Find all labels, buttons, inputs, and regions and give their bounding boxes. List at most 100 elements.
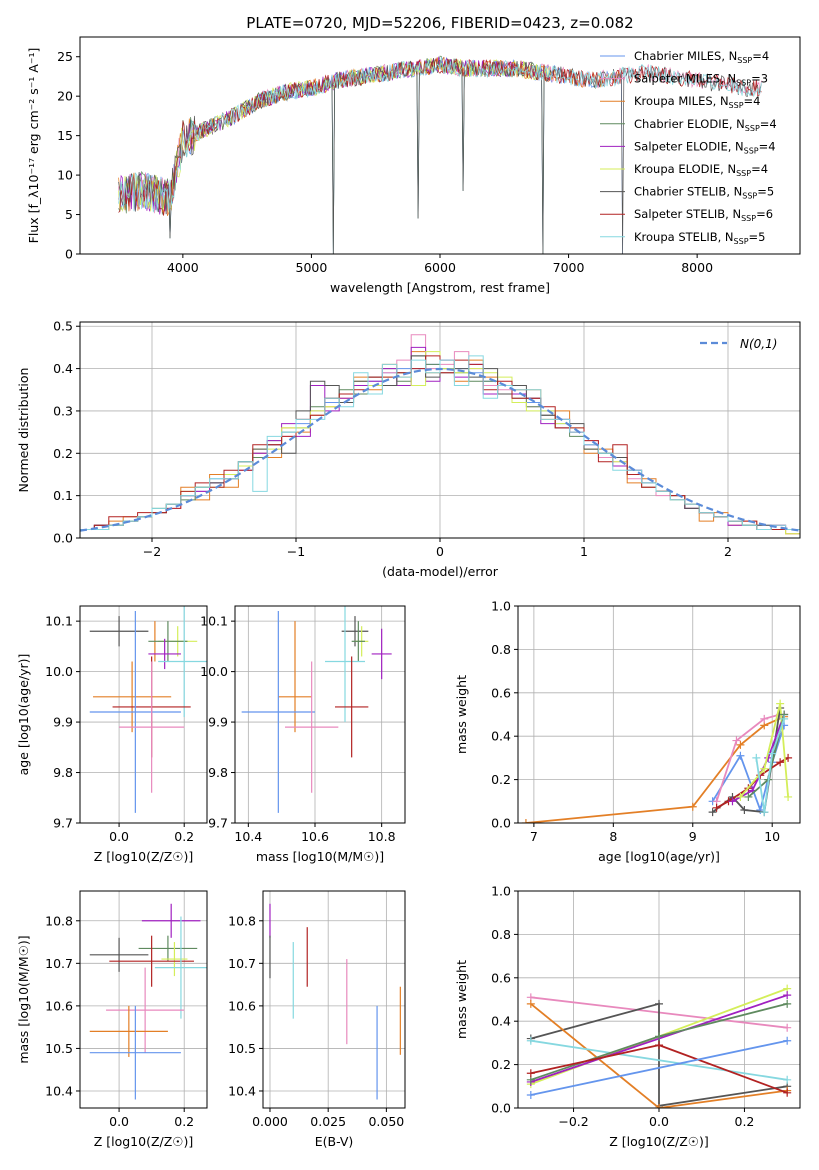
x-tick-label: −2 bbox=[143, 544, 161, 559]
weight-series-line bbox=[755, 718, 785, 813]
weight-marker bbox=[732, 736, 741, 745]
legend-entry: Chabrier MILES, NSSP=4 bbox=[634, 49, 769, 65]
y-tick-label: 10.0 bbox=[45, 664, 73, 679]
y-tick-label: 0.6 bbox=[491, 970, 511, 985]
x-axis-label: wavelength [Angstrom, rest frame] bbox=[330, 280, 550, 295]
y-tick-label: 0 bbox=[65, 247, 73, 262]
y-tick-label: 10.4 bbox=[228, 1083, 256, 1098]
x-tick-label: 9 bbox=[689, 829, 697, 844]
y-tick-label: 10.8 bbox=[45, 913, 73, 928]
x-tick-label: 10.4 bbox=[234, 829, 262, 844]
x-tick-label: 0.2 bbox=[735, 1114, 755, 1129]
y-tick-label: 10.1 bbox=[45, 614, 73, 629]
weight-marker bbox=[526, 1090, 535, 1099]
x-axis-label: (data-model)/error bbox=[382, 564, 499, 579]
x-tick-label: 0 bbox=[436, 544, 444, 559]
x-tick-label: 8000 bbox=[681, 260, 713, 275]
plot-area bbox=[241, 606, 392, 813]
y-tick-label: 10.0 bbox=[200, 664, 228, 679]
weight-marker bbox=[655, 1032, 663, 1041]
x-tick-label: 4000 bbox=[167, 260, 199, 275]
weight-series-line bbox=[530, 1002, 788, 1107]
x-tick-label: 1 bbox=[580, 544, 588, 559]
weight-marker bbox=[776, 699, 785, 708]
weight-marker bbox=[526, 1036, 535, 1045]
axes-frame bbox=[79, 890, 208, 1109]
panel-spectrum: Chabrier MILES, NSSP=4 Salpeter MILES, NS… bbox=[26, 36, 801, 295]
panel-age-vs-Z: 0.0 0.2 9.7 9.8 9.9 10.0 10.1 Z [log10(Z/Z☉)] ag… bbox=[16, 605, 208, 864]
legend-entry: Salpeter STELIB, NSSP=6 bbox=[634, 207, 773, 223]
y-axis-label: mass weight bbox=[454, 675, 469, 754]
y-axis-label: age [log10(age/yr)] bbox=[16, 654, 31, 776]
y-tick-label: 10.8 bbox=[228, 913, 256, 928]
y-tick-label: 25 bbox=[57, 49, 73, 64]
x-tick-label: 0.0 bbox=[109, 1114, 129, 1129]
y-tick-label: 0.0 bbox=[491, 816, 511, 831]
x-tick-label: −1 bbox=[287, 544, 305, 559]
y-tick-label: 0.0 bbox=[491, 1101, 511, 1116]
weight-series-line bbox=[715, 713, 781, 802]
y-tick-label: 10.7 bbox=[45, 956, 73, 971]
x-tick-label: 6000 bbox=[424, 260, 456, 275]
weight-marker bbox=[783, 999, 792, 1008]
x-tick-label: 7 bbox=[530, 829, 538, 844]
y-tick-label: 0.5 bbox=[53, 319, 73, 334]
x-axis-label: Z [log10(Z/Z☉)] bbox=[609, 1134, 709, 1149]
x-tick-label: 10.8 bbox=[368, 829, 396, 844]
plot-area bbox=[521, 699, 793, 823]
weight-series-line bbox=[530, 1039, 788, 1081]
weight-marker bbox=[655, 999, 663, 1008]
weight-marker bbox=[736, 740, 745, 749]
weight-marker bbox=[760, 808, 769, 817]
panel-mass-vs-ebv: 0.000 0.025 0.050 10.4 10.5 10.6 10.7 10.8 E(B-V… bbox=[228, 890, 406, 1149]
spectrum-series-line bbox=[118, 57, 762, 213]
figure-title: PLATE=0720, MJD=52206, FIBERID=0423, z=0… bbox=[246, 14, 633, 32]
axes-frame bbox=[262, 890, 406, 1109]
spectrum-series-line bbox=[118, 57, 762, 216]
weight-marker bbox=[712, 803, 721, 812]
legend-entry: Salpeter MILES, NSSP=3 bbox=[634, 72, 768, 88]
legend-entry: Kroupa ELODIE, NSSP=4 bbox=[634, 162, 768, 178]
weight-marker bbox=[784, 792, 793, 801]
legend-entry: N(0,1) bbox=[740, 337, 777, 351]
y-tick-label: 9.7 bbox=[208, 816, 228, 831]
weight-marker bbox=[736, 792, 745, 801]
y-tick-label: 0.2 bbox=[491, 772, 511, 787]
y-axis-label: mass [log10(M/M☉)] bbox=[16, 935, 31, 1063]
y-tick-label: 0.2 bbox=[491, 1057, 511, 1072]
y-tick-label: 9.9 bbox=[208, 715, 228, 730]
weight-series-line bbox=[739, 703, 789, 798]
weight-marker bbox=[776, 758, 785, 767]
weight-marker bbox=[783, 1023, 792, 1032]
weight-marker bbox=[728, 797, 737, 806]
x-tick-label: 7000 bbox=[553, 260, 585, 275]
weight-marker bbox=[752, 753, 761, 762]
panel-mass-weight-vs-age: 7 8 9 10 0.0 0.2 0.4 0.6 0.8 1.0 age [log10(age/yr… bbox=[454, 599, 801, 864]
plot-area bbox=[89, 903, 207, 1100]
y-tick-label: 0.1 bbox=[53, 488, 73, 503]
histogram-step bbox=[80, 355, 800, 530]
weight-marker bbox=[780, 714, 789, 723]
y-tick-label: 10.1 bbox=[200, 614, 228, 629]
panel-mass-weight-vs-Z: −0.2 0.0 0.2 0.0 0.2 0.4 0.6 0.8 1.0 Z [log10(Z/Z… bbox=[454, 884, 801, 1149]
weight-marker bbox=[708, 808, 717, 817]
normal-reference-curve bbox=[80, 367, 800, 532]
weight-marker bbox=[760, 764, 769, 773]
y-tick-label: 10.5 bbox=[228, 1041, 256, 1056]
y-tick-label: 9.9 bbox=[53, 715, 73, 730]
x-tick-label: 10 bbox=[764, 829, 780, 844]
weight-marker bbox=[655, 1041, 663, 1050]
weight-marker bbox=[744, 792, 753, 801]
x-tick-label: 0.2 bbox=[174, 829, 194, 844]
legend-entry: Salpeter ELODIE, NSSP=4 bbox=[634, 139, 776, 155]
weight-marker bbox=[688, 802, 697, 811]
panel-mass-vs-Z: 0.0 0.2 10.4 10.5 10.6 10.7 10.8 Z [log10(Z/Z☉)… bbox=[16, 890, 208, 1149]
y-axis-label: Normed distribution bbox=[16, 368, 31, 493]
y-tick-label: 10.6 bbox=[228, 998, 256, 1013]
y-tick-label: 9.8 bbox=[208, 765, 228, 780]
legend-entry: Chabrier ELODIE, NSSP=4 bbox=[634, 117, 777, 133]
x-tick-label: 0.000 bbox=[252, 1114, 288, 1129]
x-axis-label: Z [log10(Z/Z☉)] bbox=[94, 1134, 194, 1149]
axes-frame bbox=[234, 605, 406, 824]
weight-marker bbox=[760, 714, 769, 723]
